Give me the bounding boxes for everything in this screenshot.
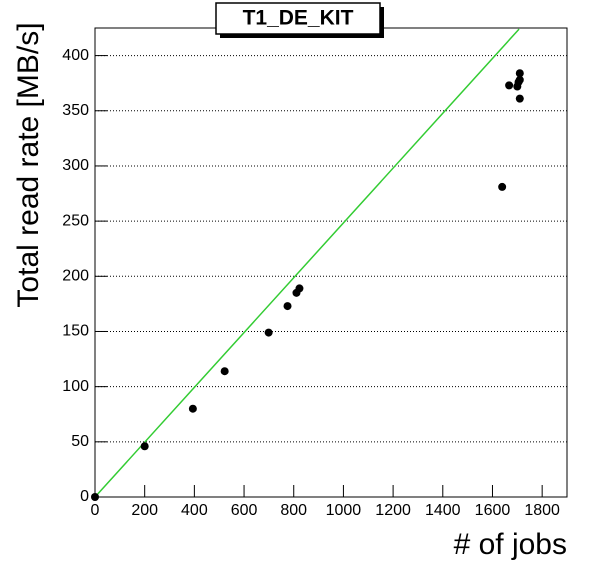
x-tick-label: 1400 [425,502,461,519]
data-point [505,81,514,90]
data-point [188,404,197,413]
data-point [140,442,149,451]
y-tick-label: 400 [62,47,89,64]
data-point [283,302,292,311]
y-tick-label: 350 [62,102,89,119]
title-box [215,2,381,35]
data-point [264,328,273,337]
x-tick-label: 1800 [524,502,560,519]
data-point [498,182,507,191]
data-point [515,94,524,103]
x-tick-label: 0 [91,502,100,519]
x-tick-label: 800 [280,502,307,519]
chart-title: T1_DE_KIT [243,7,354,30]
x-axis-label: # of jobs [454,528,567,561]
y-tick-label: 250 [62,212,89,229]
data-point [515,75,524,84]
y-tick-label: 150 [62,323,89,340]
y-axis-label: Total read rate [MB/s] [12,22,45,307]
data-point [91,493,99,501]
fit-line [94,28,520,498]
x-tick-label: 400 [181,502,208,519]
y-tick-label: 0 [80,488,89,505]
x-tick-label: 1000 [326,502,362,519]
y-tick-label: 100 [62,378,89,395]
x-tick-label: 1200 [375,502,411,519]
data-point [295,284,304,293]
data-point [515,69,524,78]
y-tick-label: 200 [62,268,89,285]
x-tick-label: 600 [231,502,258,519]
plot-frame [94,27,568,498]
data-point [220,367,229,376]
x-tick-label: 1600 [475,502,511,519]
y-tick-label: 50 [71,433,89,450]
x-tick-label: 200 [131,502,158,519]
y-tick-label: 300 [62,157,89,174]
